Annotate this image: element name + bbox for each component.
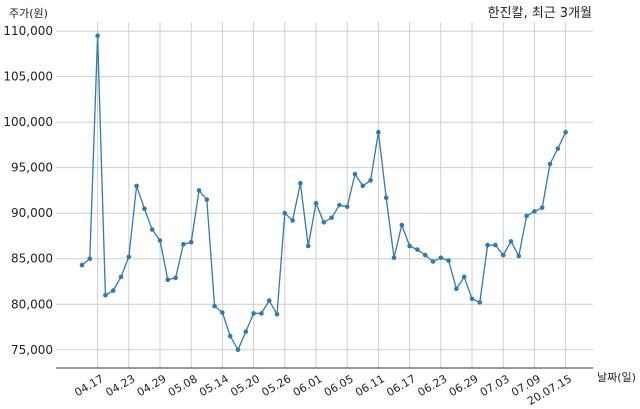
data-point (227, 333, 233, 339)
y-tick-label: 95,000 (11, 161, 53, 175)
data-point (220, 310, 225, 315)
data-point (204, 197, 210, 202)
x-tick-label: 06.29 (447, 372, 481, 399)
data-point (469, 296, 475, 302)
data-point (298, 180, 303, 186)
data-point (555, 146, 561, 151)
data-point (516, 253, 522, 259)
price-series-line (81, 35, 567, 352)
data-point (438, 255, 444, 261)
data-point (118, 274, 124, 280)
data-point (274, 312, 280, 317)
data-point (563, 129, 568, 135)
x-tick-labels: 04.1704.2304.2905.0805.1405.2005.2606.01… (72, 372, 574, 408)
x-tick-label: 06.11 (353, 372, 387, 399)
data-point (399, 222, 405, 228)
y-tick-label: 105,000 (3, 70, 53, 84)
x-tick-label: 06.17 (384, 372, 418, 399)
data-point (87, 256, 93, 262)
data-point (360, 183, 366, 189)
data-point (259, 311, 264, 316)
y-axis-label: 주가(원) (9, 7, 48, 20)
data-point (329, 215, 334, 221)
x-tick-label: 07.03 (478, 372, 512, 399)
data-point (508, 239, 514, 244)
data-point (165, 277, 171, 283)
data-point (454, 286, 459, 292)
data-point (305, 243, 311, 249)
data-point (282, 210, 288, 216)
data-point (188, 240, 194, 245)
data-point (212, 303, 217, 309)
data-point (383, 195, 389, 200)
data-point (493, 242, 498, 248)
data-point (149, 227, 155, 232)
x-tick-label: 06.23 (416, 372, 450, 399)
data-point (352, 171, 358, 177)
data-point (500, 252, 506, 258)
data-point (539, 205, 545, 210)
data-point (126, 254, 132, 260)
data-point (103, 292, 108, 298)
data-point (313, 200, 319, 206)
data-point (196, 188, 202, 193)
price-series-points (79, 33, 568, 353)
x-tick-label: 06.05 (322, 372, 356, 399)
data-point (485, 242, 490, 248)
x-tick-label: 05.08 (166, 372, 200, 399)
data-point (477, 300, 483, 305)
x-tick-label: 04.29 (135, 372, 169, 399)
data-point (368, 178, 373, 183)
data-point (266, 298, 272, 303)
gridlines (56, 22, 593, 368)
data-point (321, 220, 327, 225)
data-point (110, 288, 116, 293)
data-point (415, 247, 420, 252)
y-tick-label: 85,000 (11, 252, 53, 266)
y-tick-labels: 75,000 80,000 85,000 90,000 95,000 100,000 105… (3, 24, 53, 357)
data-point (376, 129, 381, 135)
data-point (79, 262, 85, 268)
data-point (95, 33, 100, 38)
data-point (134, 183, 139, 189)
data-point (547, 161, 553, 167)
data-point (157, 238, 163, 243)
x-axis-label: 날짜(일) (597, 370, 636, 384)
data-point (344, 204, 350, 210)
data-point (532, 209, 537, 214)
x-tick-label: 06.01 (291, 372, 325, 399)
data-point (422, 252, 428, 258)
x-tick-label: 04.23 (104, 372, 138, 399)
y-tick-label: 75,000 (11, 343, 53, 357)
data-point (430, 259, 436, 264)
data-point (243, 329, 249, 334)
data-point (235, 347, 241, 353)
chart-title: 한진칼, 최근 3개월 (488, 6, 592, 21)
data-point (251, 311, 256, 316)
data-point (173, 275, 178, 281)
data-point (391, 255, 397, 261)
y-tick-label: 90,000 (11, 206, 53, 220)
x-tick-label: 05.14 (197, 372, 231, 399)
data-point (446, 258, 451, 263)
x-tick-label: 05.20 (228, 372, 262, 399)
y-tick-label: 100,000 (3, 115, 53, 129)
data-point (337, 202, 342, 208)
data-point (407, 243, 412, 249)
data-point (290, 218, 295, 223)
y-tick-label: 110,000 (3, 24, 53, 38)
data-point (142, 206, 147, 211)
x-tick-label: 05.26 (260, 372, 294, 399)
y-tick-label: 80,000 (11, 297, 53, 311)
data-point (461, 274, 467, 280)
x-tick-label: 04.17 (72, 372, 106, 399)
data-point (181, 241, 186, 247)
data-point (524, 213, 529, 219)
